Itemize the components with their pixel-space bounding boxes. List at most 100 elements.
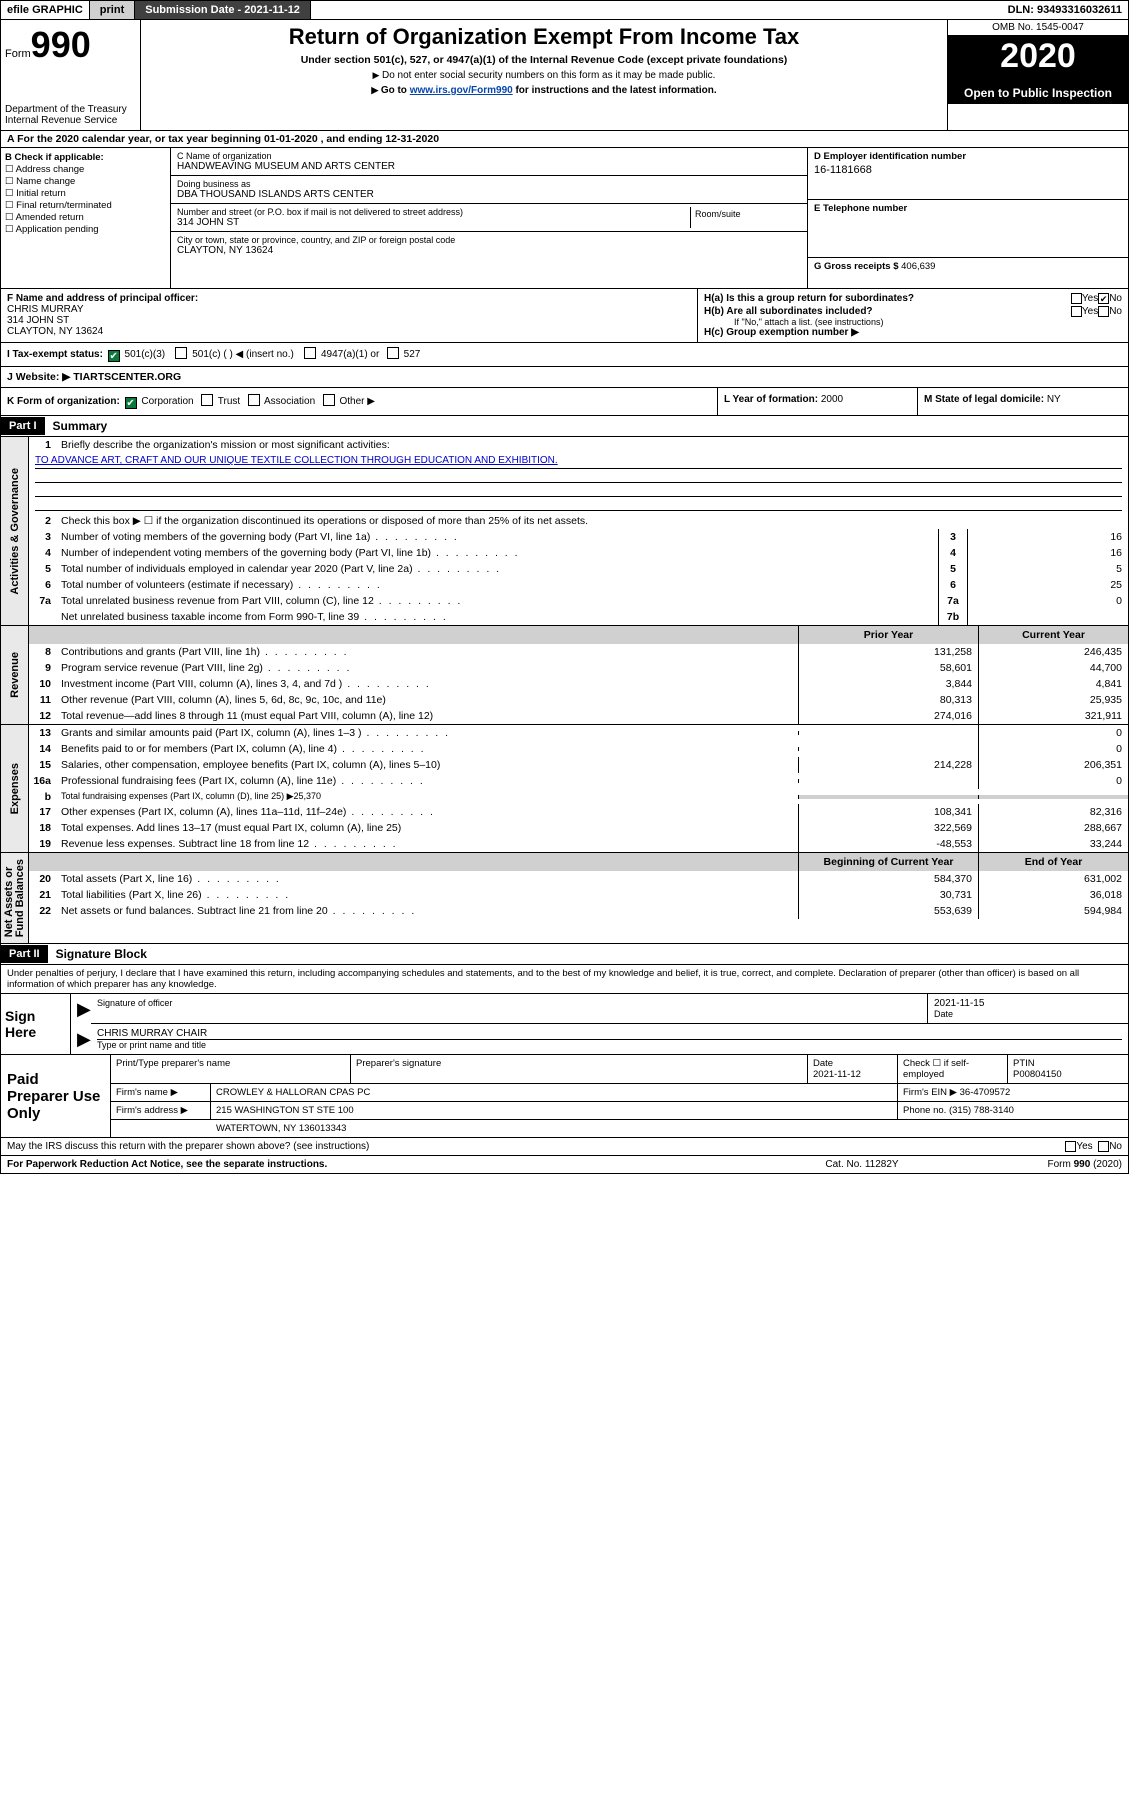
e20: 631,002 bbox=[978, 871, 1128, 887]
chk-name[interactable]: ☐ Name change bbox=[5, 176, 166, 187]
l-lbl: L Year of formation: bbox=[724, 394, 818, 405]
c8: 246,435 bbox=[978, 644, 1128, 660]
footer-pra: For Paperwork Reduction Act Notice, see … bbox=[7, 1159, 762, 1170]
vstrip-gov: Activities & Governance bbox=[1, 437, 29, 625]
chk-final[interactable]: ☐ Final return/terminated bbox=[5, 200, 166, 211]
form-note2: Go to www.irs.gov/Form990 for instructio… bbox=[149, 85, 939, 96]
j-val: TIARTSCENTER.ORG bbox=[73, 371, 181, 383]
sig-arrow2-icon: ▶ bbox=[71, 1024, 91, 1054]
section-b: B Check if applicable: ☐ Address change … bbox=[1, 148, 171, 288]
mission-line3 bbox=[35, 483, 1122, 497]
ha-yes[interactable] bbox=[1071, 293, 1082, 304]
sig-type-lbl: Type or print name and title bbox=[97, 1039, 1122, 1050]
b22: 553,639 bbox=[798, 903, 978, 919]
chk-4947[interactable] bbox=[304, 347, 316, 359]
hb-no-lbl: No bbox=[1109, 306, 1122, 317]
hb-yes[interactable] bbox=[1071, 306, 1082, 317]
chk-527[interactable] bbox=[387, 347, 399, 359]
sig-date-val: 2021-11-15 bbox=[934, 998, 1122, 1009]
section-governance: Activities & Governance 1Briefly describ… bbox=[1, 437, 1128, 626]
submission-date-label: Submission Date - 2021-11-12 bbox=[135, 1, 311, 19]
sig-name-val: CHRIS MURRAY CHAIR bbox=[97, 1028, 1122, 1039]
ha-no[interactable] bbox=[1098, 293, 1109, 304]
may-discuss-lbl: May the IRS discuss this return with the… bbox=[7, 1141, 1065, 1152]
p16b bbox=[798, 795, 978, 799]
room-lbl: Room/suite bbox=[691, 207, 801, 228]
p16a bbox=[798, 779, 978, 783]
chk-initial[interactable]: ☐ Initial return bbox=[5, 188, 166, 199]
chk-other[interactable] bbox=[323, 394, 335, 406]
l14: Benefits paid to or for members (Part IX… bbox=[57, 741, 798, 757]
phone-val: (315) 788-3140 bbox=[949, 1105, 1014, 1116]
mission-line2 bbox=[35, 469, 1122, 483]
chk-trust[interactable] bbox=[201, 394, 213, 406]
section-netassets: Net Assets or Fund Balances Beginning of… bbox=[1, 853, 1128, 944]
k-assoc: Association bbox=[264, 396, 315, 407]
note2-suf: for instructions and the latest informat… bbox=[513, 85, 717, 96]
b-label: B Check if applicable: bbox=[5, 152, 166, 163]
may-discuss-row: May the IRS discuss this return with the… bbox=[1, 1138, 1128, 1156]
dba-cell: Doing business as DBA THOUSAND ISLANDS A… bbox=[171, 176, 807, 204]
p17: 108,341 bbox=[798, 804, 978, 820]
ein-lbl: D Employer identification number bbox=[814, 151, 1122, 162]
footer-form-num: 990 bbox=[1074, 1159, 1091, 1170]
chk-amended[interactable]: ☐ Amended return bbox=[5, 212, 166, 223]
chk-501c[interactable] bbox=[175, 347, 187, 359]
irs-link[interactable]: www.irs.gov/Form990 bbox=[410, 85, 513, 96]
hb-no[interactable] bbox=[1098, 306, 1109, 317]
l18: Total expenses. Add lines 13–17 (must eq… bbox=[57, 820, 798, 836]
chk-501c3[interactable] bbox=[108, 350, 120, 362]
city-val: CLAYTON, NY 13624 bbox=[177, 245, 801, 256]
rev-body: Prior YearCurrent Year 8Contributions an… bbox=[29, 626, 1128, 724]
p18: 322,569 bbox=[798, 820, 978, 836]
preparer-body: Print/Type preparer's name Preparer's si… bbox=[111, 1055, 1128, 1137]
chk-assoc[interactable] bbox=[248, 394, 260, 406]
l22: Net assets or fund balances. Subtract li… bbox=[57, 903, 798, 919]
topbar-spacer bbox=[311, 1, 1002, 19]
firm-ein: Firm's EIN ▶ 36-4709572 bbox=[898, 1084, 1128, 1101]
omb-number: OMB No. 1545-0047 bbox=[948, 20, 1128, 36]
addr-val: 314 JOHN ST bbox=[177, 217, 690, 228]
prep-row3: Firm's address ▶ 215 WASHINGTON ST STE 1… bbox=[111, 1102, 1128, 1120]
hdr-eoy: End of Year bbox=[978, 853, 1128, 871]
chk-corp[interactable] bbox=[125, 397, 137, 409]
may-no[interactable] bbox=[1098, 1141, 1109, 1152]
section-expenses: Expenses 13Grants and similar amounts pa… bbox=[1, 725, 1128, 853]
hdr-curr: Current Year bbox=[978, 626, 1128, 644]
ptin-val: P00804150 bbox=[1013, 1069, 1062, 1080]
prep-date: Date2021-11-12 bbox=[808, 1055, 898, 1083]
form-note1: Do not enter social security numbers on … bbox=[149, 70, 939, 81]
section-revenue: Revenue Prior YearCurrent Year 8Contribu… bbox=[1, 626, 1128, 725]
p14 bbox=[798, 747, 978, 751]
sign-block: Sign Here ▶ Signature of officer 2021-11… bbox=[1, 994, 1128, 1055]
gov-body: 1Briefly describe the organization's mis… bbox=[29, 437, 1128, 625]
part2-header: Part II Signature Block bbox=[1, 944, 1128, 965]
may-yes[interactable] bbox=[1065, 1141, 1076, 1152]
exp-body: 13Grants and similar amounts paid (Part … bbox=[29, 725, 1128, 852]
org-name-val: HANDWEAVING MUSEUM AND ARTS CENTER bbox=[177, 161, 801, 172]
gross-lbl: G Gross receipts $ bbox=[814, 261, 898, 272]
chk-initial-lbl: Initial return bbox=[16, 188, 66, 199]
l2-desc: Check this box ▶ ☐ if the organization d… bbox=[57, 513, 1128, 529]
p10: 3,844 bbox=[798, 676, 978, 692]
chk-address[interactable]: ☐ Address change bbox=[5, 164, 166, 175]
c13: 0 bbox=[978, 725, 1128, 741]
tel-cell: E Telephone number bbox=[808, 200, 1128, 258]
ha-no-lbl: No bbox=[1109, 293, 1122, 304]
l7a-desc: Total unrelated business revenue from Pa… bbox=[57, 593, 938, 609]
may-yes-lbl: Yes bbox=[1076, 1141, 1092, 1152]
l8: Contributions and grants (Part VIII, lin… bbox=[57, 644, 798, 660]
c11: 25,935 bbox=[978, 692, 1128, 708]
firm-ein-lbl: Firm's EIN ▶ bbox=[903, 1087, 957, 1098]
e22: 594,984 bbox=[978, 903, 1128, 919]
chk-pending[interactable]: ☐ Application pending bbox=[5, 224, 166, 235]
k-corp: Corporation bbox=[141, 396, 193, 407]
gross-val: 406,639 bbox=[901, 261, 935, 272]
header-form-id: Form990 Department of the Treasury Inter… bbox=[1, 20, 141, 130]
f-name: CHRIS MURRAY bbox=[7, 304, 691, 315]
l4-desc: Number of independent voting members of … bbox=[57, 545, 938, 561]
ein-val: 16-1181668 bbox=[814, 164, 1122, 176]
footer-year: 2020 bbox=[1096, 1159, 1118, 1170]
form-subtitle: Under section 501(c), 527, or 4947(a)(1)… bbox=[149, 54, 939, 66]
print-button[interactable]: print bbox=[90, 1, 135, 19]
